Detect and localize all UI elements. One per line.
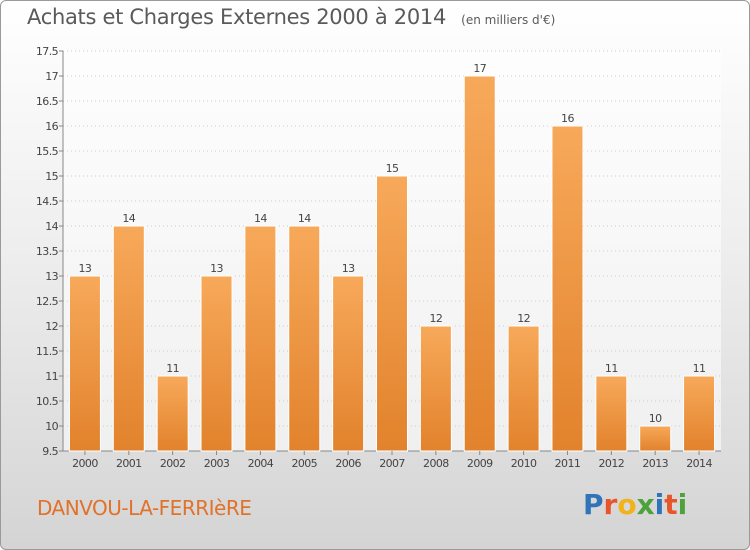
y-tick-label: 17 bbox=[45, 70, 58, 83]
bar bbox=[244, 225, 277, 452]
y-tick-label: 10.5 bbox=[36, 395, 59, 408]
bar bbox=[288, 225, 321, 452]
bar bbox=[419, 325, 452, 452]
logo-letter: P bbox=[583, 488, 604, 521]
bar-value-label: 11 bbox=[693, 362, 706, 375]
x-tick-label: 2008 bbox=[423, 457, 449, 470]
bar bbox=[376, 175, 408, 452]
bar bbox=[639, 425, 672, 452]
x-tick-label: 2010 bbox=[511, 457, 537, 470]
bar-value-label: 17 bbox=[473, 62, 486, 75]
y-tick-label: 17.5 bbox=[36, 45, 59, 58]
title-row: Achats et Charges Externes 2000 à 2014 (… bbox=[27, 5, 555, 29]
commune-name: DANVOU-LA-FERRIèRE bbox=[37, 496, 252, 520]
x-tick-label: 2007 bbox=[379, 457, 405, 470]
bar bbox=[332, 275, 365, 452]
y-tick-label: 11.5 bbox=[36, 345, 59, 358]
y-tick-label: 16 bbox=[45, 120, 58, 133]
y-tick-label: 10 bbox=[45, 420, 58, 433]
bar-value-label: 14 bbox=[254, 212, 267, 225]
y-tick-label: 13 bbox=[45, 270, 58, 283]
x-tick-label: 2005 bbox=[291, 457, 317, 470]
bar bbox=[683, 375, 716, 452]
bar bbox=[200, 275, 233, 452]
x-tick-label: 2004 bbox=[248, 457, 274, 470]
y-tick-label: 14 bbox=[45, 220, 58, 233]
y-tick-label: 12.5 bbox=[36, 295, 59, 308]
bar-value-label: 12 bbox=[429, 312, 442, 325]
bar-value-label: 11 bbox=[605, 362, 618, 375]
bar-value-label: 13 bbox=[342, 262, 355, 275]
logo-letter: i bbox=[654, 488, 665, 521]
bar bbox=[595, 375, 628, 452]
bar-value-label: 12 bbox=[517, 312, 530, 325]
y-tick-label: 14.5 bbox=[36, 195, 59, 208]
x-tick-label: 2000 bbox=[72, 457, 98, 470]
x-tick-label: 2013 bbox=[642, 457, 668, 470]
chart-title: Achats et Charges Externes 2000 à 2014 bbox=[27, 5, 447, 29]
x-tick-label: 2003 bbox=[204, 457, 230, 470]
bar bbox=[507, 325, 540, 452]
y-tick-label: 11 bbox=[45, 370, 58, 383]
bar-value-label: 14 bbox=[298, 212, 311, 225]
bar-value-label: 15 bbox=[386, 162, 399, 175]
logo-letter: t bbox=[664, 488, 678, 521]
bar bbox=[463, 75, 496, 452]
y-tick-label: 13.5 bbox=[36, 245, 59, 258]
bar-value-label: 14 bbox=[122, 212, 135, 225]
x-tick-label: 2009 bbox=[467, 457, 493, 470]
logo-letter: i bbox=[677, 488, 688, 521]
x-tick-label: 2012 bbox=[599, 457, 625, 470]
x-tick-label: 2011 bbox=[555, 457, 581, 470]
x-tick-label: 2006 bbox=[335, 457, 361, 470]
y-tick-label: 15.5 bbox=[36, 145, 59, 158]
bar bbox=[112, 225, 145, 452]
bar-value-label: 11 bbox=[166, 362, 179, 375]
bar-value-label: 13 bbox=[210, 262, 223, 275]
bar bbox=[156, 375, 189, 452]
x-tick-label: 2001 bbox=[116, 457, 142, 470]
y-tick-label: 15 bbox=[45, 170, 58, 183]
bar-value-label: 16 bbox=[561, 112, 574, 125]
chart-unit: (en milliers d'€) bbox=[461, 13, 556, 27]
y-tick-label: 16.5 bbox=[36, 95, 59, 108]
x-tick-label: 2014 bbox=[686, 457, 712, 470]
proxiti-logo[interactable]: Proxiti bbox=[583, 488, 687, 521]
bar bbox=[68, 275, 101, 452]
bar-value-label: 13 bbox=[79, 262, 92, 275]
bar bbox=[551, 125, 584, 452]
logo-letter: x bbox=[636, 488, 655, 521]
y-tick-label: 9.5 bbox=[42, 445, 58, 458]
logo-letter: r bbox=[603, 488, 618, 521]
x-tick-label: 2002 bbox=[160, 457, 186, 470]
y-tick-label: 12 bbox=[45, 320, 58, 333]
logo-letter: o bbox=[617, 488, 637, 521]
bar-value-label: 10 bbox=[649, 412, 662, 425]
